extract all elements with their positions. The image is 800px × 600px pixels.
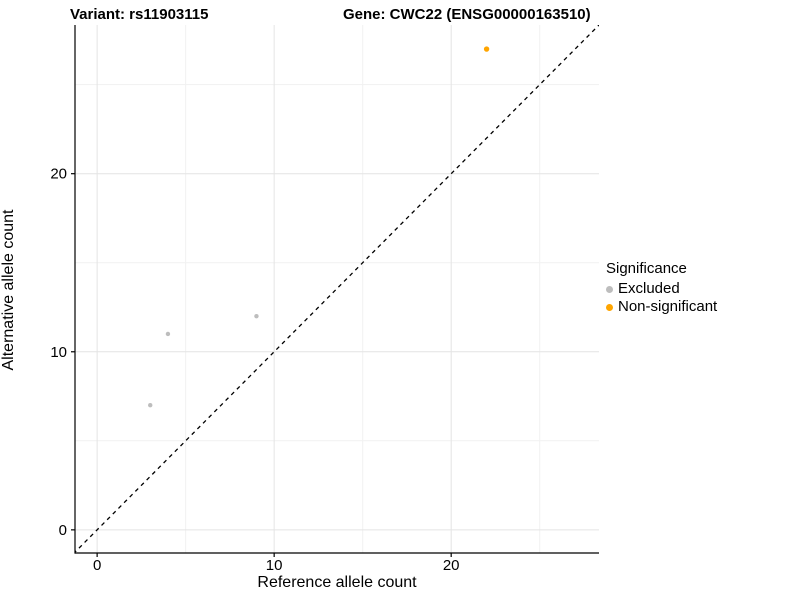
x-axis-label: Reference allele count	[257, 574, 417, 591]
y-axis-label: Alternative allele count	[0, 209, 17, 371]
legend: Significance Excluded Non-significant	[606, 260, 717, 316]
y-tick-label: 10	[50, 344, 67, 361]
data-point-excluded	[148, 402, 153, 408]
non-significant-point-icon	[606, 303, 613, 311]
data-point-excluded	[254, 313, 259, 319]
x-tick-label: 10	[266, 557, 283, 574]
x-tick-label: 0	[93, 557, 101, 574]
legend-item-label: Non-significant	[618, 298, 718, 315]
legend-item-nonsignificant: Non-significant	[606, 298, 717, 316]
legend-item-excluded: Excluded	[606, 280, 717, 298]
legend-title: Significance	[606, 260, 687, 277]
variant-title: Variant: rs11903115	[70, 6, 209, 23]
excluded-point-icon	[606, 285, 613, 293]
y-tick-label: 20	[50, 166, 67, 183]
data-point-excluded	[165, 331, 171, 337]
identity-line	[75, 25, 599, 553]
y-tick-label: 0	[59, 522, 67, 539]
data-point-non-significant	[483, 46, 490, 52]
gene-title: Gene: CWC22 (ENSG00000163510)	[343, 6, 591, 23]
x-tick-label: 20	[443, 557, 460, 574]
legend-item-label: Excluded	[618, 280, 680, 297]
